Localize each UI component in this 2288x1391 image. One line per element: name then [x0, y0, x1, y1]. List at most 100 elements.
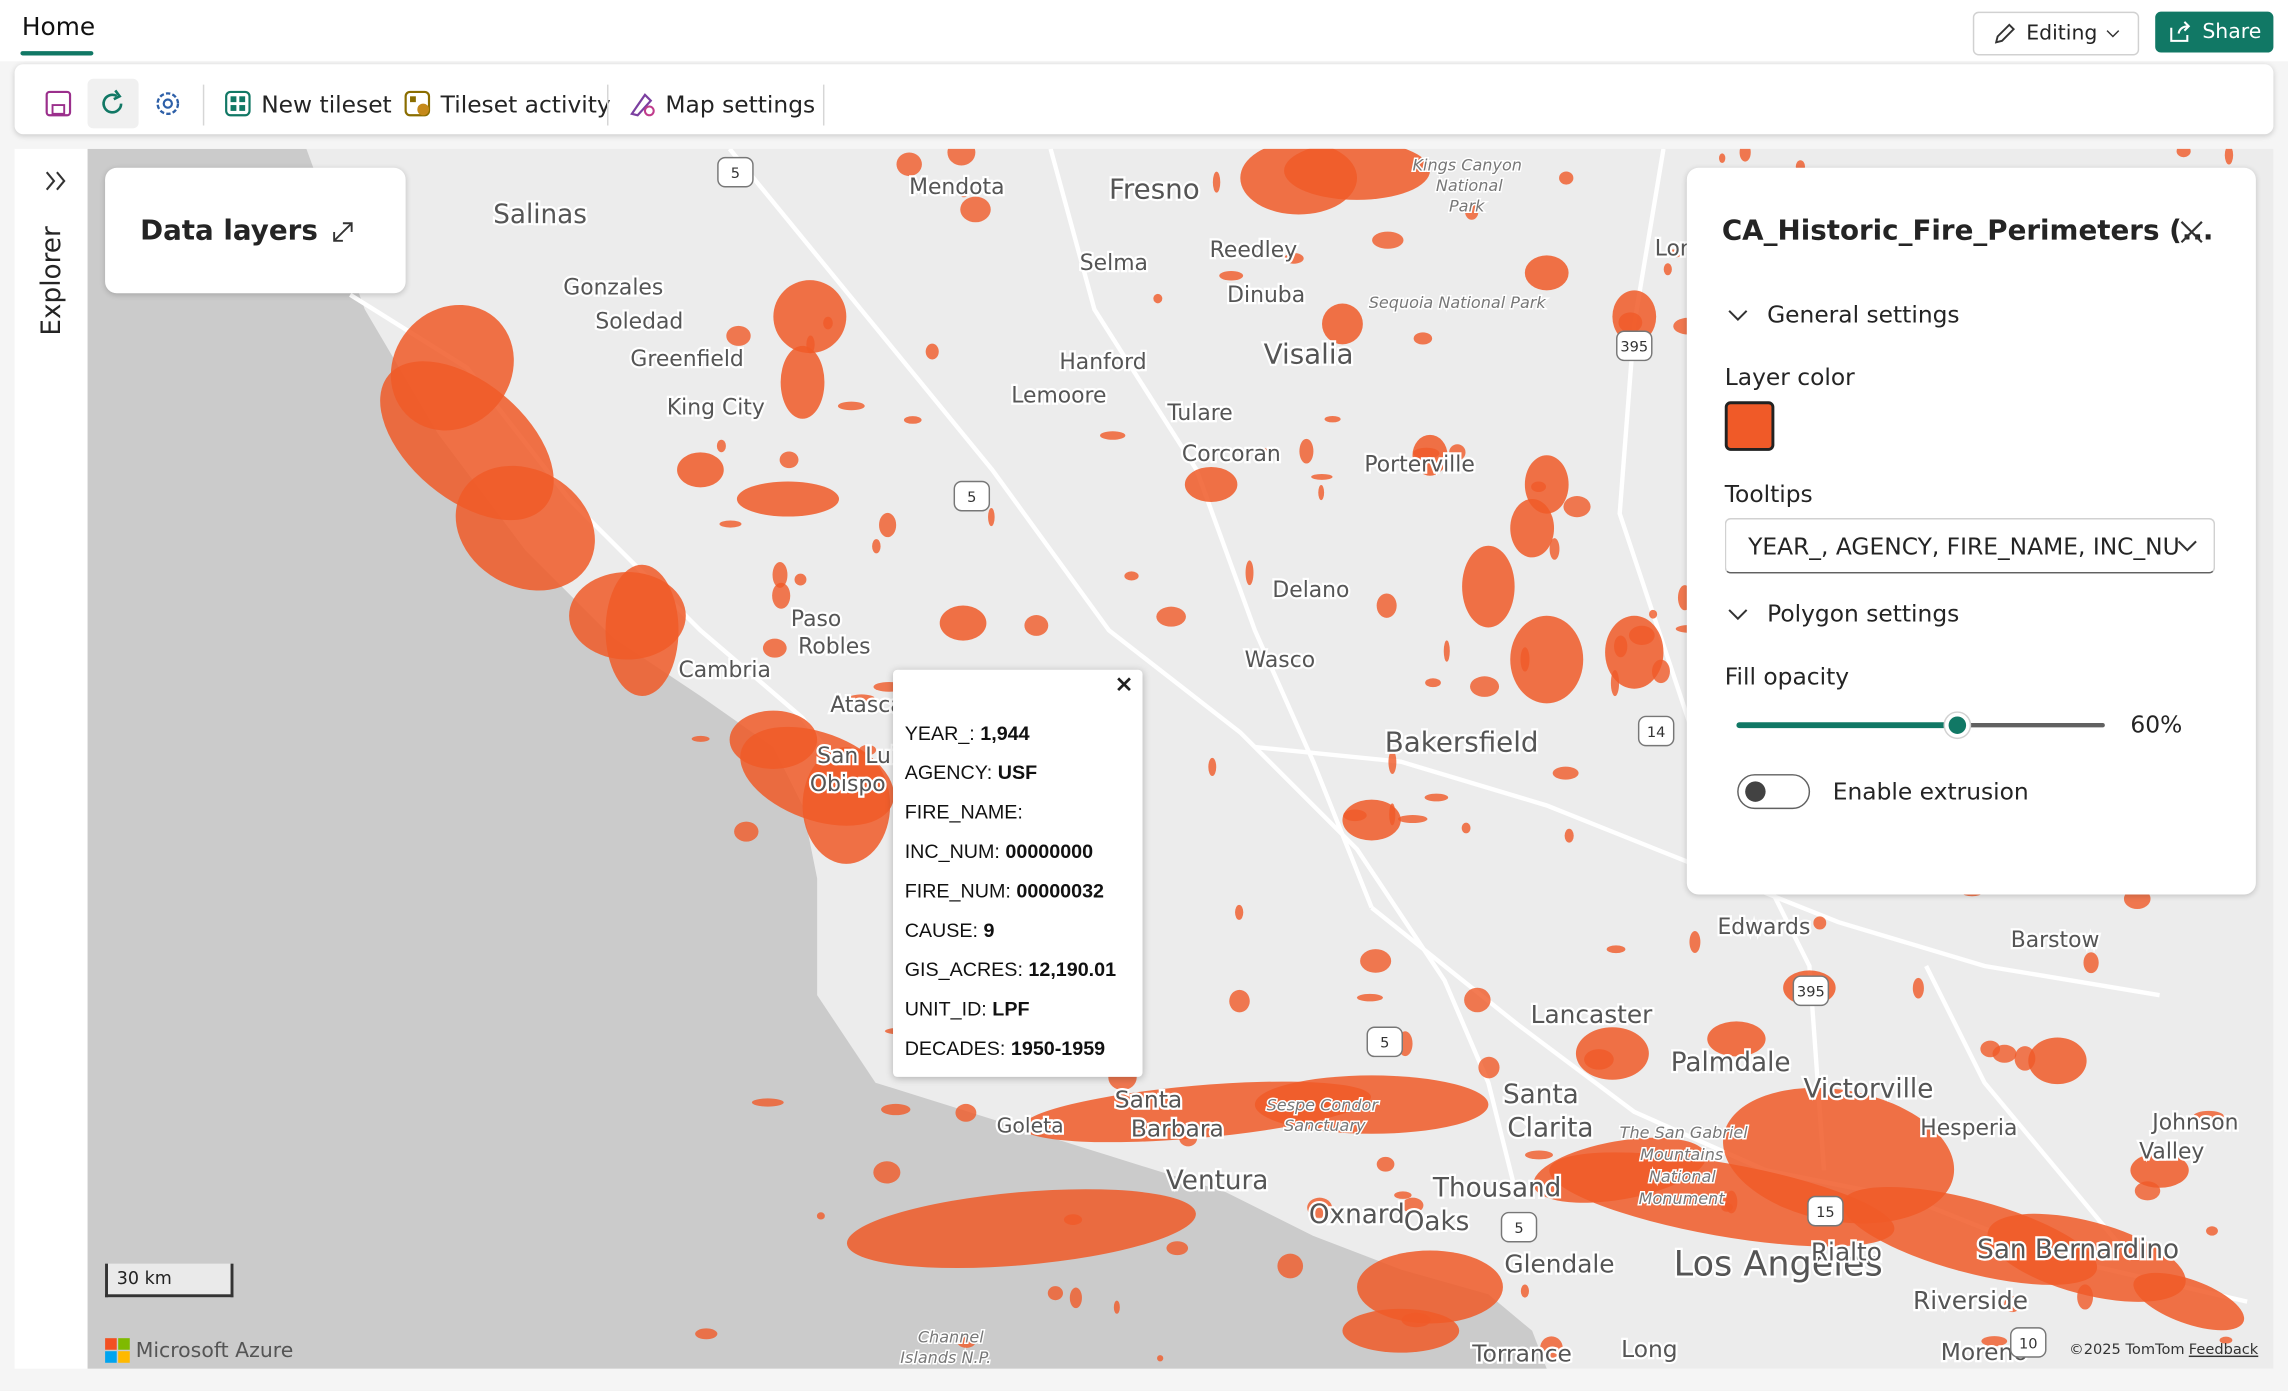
highway-shield — [1792, 975, 1830, 1007]
tileset-activity-button[interactable]: Tileset activity — [403, 89, 611, 118]
fire-perimeter — [1628, 625, 1655, 645]
place-label: Reedley — [1210, 238, 1298, 263]
place-label: Lemoore — [1011, 384, 1106, 409]
fire-perimeter — [896, 152, 922, 177]
popout-icon[interactable] — [330, 219, 356, 245]
explorer-label[interactable]: Explorer — [36, 226, 68, 336]
fire-perimeter — [1470, 676, 1500, 697]
place-label: Edwards — [1717, 915, 1810, 940]
fire-perimeter — [1813, 916, 1827, 930]
editing-button[interactable]: Editing — [1972, 11, 2140, 56]
new-tileset-button[interactable]: New tileset — [223, 89, 392, 118]
top-bar — [0, 0, 2288, 62]
fire-perimeter — [677, 452, 724, 488]
feedback-link[interactable]: Feedback — [2188, 1342, 2259, 1359]
highway-shield — [717, 156, 754, 188]
popup-key: GIS_ACRES: — [904, 958, 1023, 981]
fire-perimeter — [1461, 822, 1471, 834]
place-label: Victorville — [1804, 1074, 1934, 1104]
fire-perimeter — [751, 1098, 784, 1107]
fire-perimeter — [957, 1337, 976, 1348]
fill-opacity-value: 60% — [2130, 710, 2183, 739]
fire-perimeter — [1047, 1286, 1063, 1301]
popup-close[interactable]: × — [1114, 669, 1134, 698]
fire-perimeter — [1564, 828, 1574, 843]
tooltips-dropdown[interactable]: YEAR_, AGENCY, FIRE_NAME, INC_NU — [1724, 518, 2216, 574]
fire-perimeter — [1618, 312, 1643, 333]
fire-perimeter — [1719, 153, 1726, 163]
fire-perimeter — [734, 821, 759, 842]
park-label: Mountains — [1640, 1145, 1724, 1164]
popup-row: YEAR_: 1,944 — [905, 714, 1116, 753]
place-label: Barstow — [2011, 928, 2100, 953]
share-label: Share — [2202, 20, 2262, 44]
fire-perimeter — [2004, 1296, 2021, 1313]
fire-perimeter — [1219, 271, 1244, 281]
popup-row: GIS_ACRES: 12,190.01 — [905, 950, 1116, 989]
popup-key: INC_NUM: — [904, 840, 1000, 863]
panel-close[interactable] — [2179, 219, 2205, 245]
fire-perimeter — [780, 345, 825, 419]
fire-perimeter — [2176, 148, 2191, 158]
place-label: Oaks — [1404, 1207, 1470, 1237]
refresh-icon[interactable] — [98, 89, 127, 118]
fire-perimeter — [1464, 987, 1491, 1013]
home-tab[interactable]: Home — [21, 13, 96, 43]
pencil-icon — [1994, 23, 2015, 44]
scale-bar: 30 km — [105, 1263, 234, 1298]
layer-color-swatch[interactable] — [1724, 401, 1775, 451]
fire-perimeter — [1531, 481, 1547, 493]
fire-perimeter — [2133, 1272, 2245, 1331]
popup-key: FIRE_NAME: — [904, 801, 1023, 823]
fire-perimeter — [779, 451, 799, 469]
place-label: San Bernardino — [1977, 1235, 2179, 1265]
extrusion-toggle[interactable] — [1736, 773, 1812, 811]
fire-perimeter — [716, 439, 726, 453]
fill-opacity-slider[interactable] — [1725, 703, 2119, 747]
fire-perimeter — [1153, 293, 1163, 304]
popup-key: UNIT_ID: — [904, 998, 987, 1020]
explorer-sidebar — [14, 148, 88, 1369]
fire-perimeter — [1610, 670, 1620, 697]
fire-perimeter — [1413, 447, 1440, 459]
fire-perimeter — [1401, 1312, 1431, 1328]
fire-perimeter — [846, 1189, 1196, 1269]
chevron — [1728, 608, 1748, 620]
slider-thumb-dot — [1948, 716, 1967, 734]
save-icon[interactable] — [44, 89, 73, 118]
fire-perimeter — [1981, 1336, 2008, 1347]
tooltips-value: YEAR_, AGENCY, FIRE_NAME, INC_NU — [1748, 532, 2180, 561]
fire-perimeter — [1342, 1308, 1460, 1353]
fire-perimeter — [947, 148, 976, 166]
general-settings-header[interactable]: General settings — [1726, 301, 1960, 328]
map-settings-button[interactable]: Map settings — [627, 89, 815, 118]
separator — [822, 84, 825, 126]
share-button[interactable]: Share — [2155, 11, 2274, 53]
highway-number: 15 — [1816, 1204, 1835, 1221]
fire-perimeter — [1524, 255, 1569, 291]
popup-key: AGENCY: — [904, 761, 993, 784]
fire-perimeter — [1563, 496, 1591, 518]
fire-perimeter — [691, 735, 710, 742]
refresh-bg — [87, 78, 139, 129]
expand-icon[interactable] — [44, 169, 70, 192]
place-label: Cambria — [679, 658, 771, 683]
data-layers-title: Data layers — [140, 214, 318, 247]
park-label: Sanctuary — [1284, 1116, 1366, 1135]
fire-perimeter — [1652, 659, 1670, 684]
fire-perimeter — [1424, 793, 1449, 802]
fire-perimeter — [1465, 203, 1479, 220]
fire-perimeter — [1166, 1241, 1189, 1256]
fire-perimeter — [1413, 332, 1433, 345]
fire-perimeter — [1376, 1156, 1395, 1172]
place-label: Oxnard — [1309, 1200, 1405, 1230]
settings-icon[interactable] — [153, 89, 182, 118]
polygon-settings-header[interactable]: Polygon settings — [1726, 600, 1959, 627]
place-label: Hanford — [1059, 350, 1146, 375]
fire-perimeter — [1402, 1197, 1424, 1214]
fire-perimeter — [1324, 415, 1341, 423]
panel-title: CA_Historic_Fire_Perimeters (... — [1721, 214, 2214, 247]
fire-perimeter — [859, 744, 877, 756]
